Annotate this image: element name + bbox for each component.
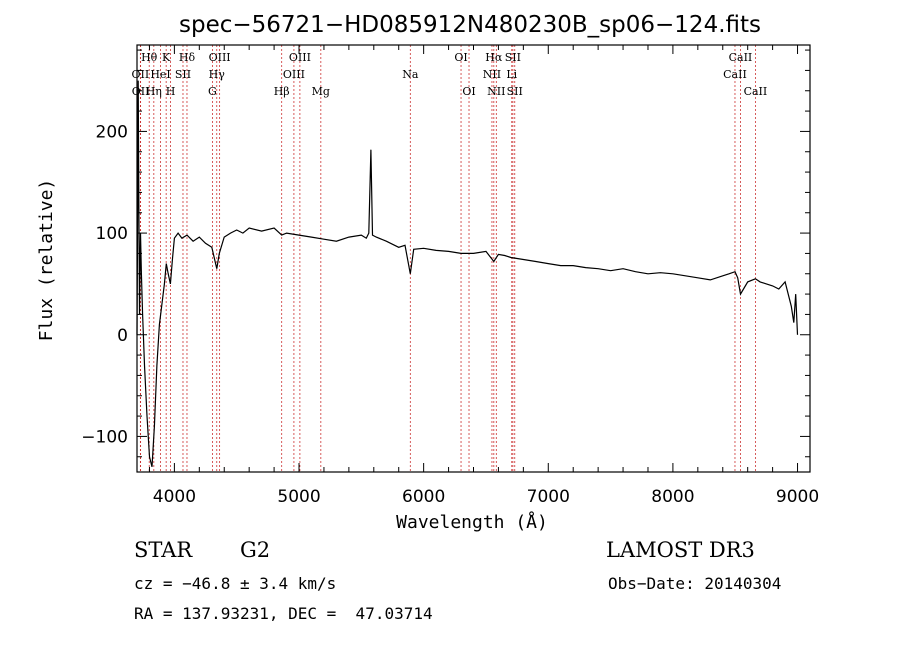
line-label: Hγ [209, 68, 226, 81]
line-label: Hα [485, 51, 503, 64]
line-label: CaII [723, 68, 747, 81]
object-subclass: G2 [240, 538, 271, 562]
y-tick-labels: −100 0 100 200 [81, 122, 128, 447]
x-tick-label: 7000 [527, 487, 570, 507]
emission-line-markers [139, 45, 756, 472]
y-tick-label: 0 [117, 326, 128, 346]
y-tick-label: 100 [96, 224, 128, 244]
plot-frame [136, 44, 811, 473]
line-label: OIII [283, 68, 305, 81]
x-tick-label: 5000 [277, 487, 320, 507]
line-label: OII [132, 85, 150, 98]
line-label: H [166, 85, 176, 98]
line-label: OII [132, 68, 150, 81]
line-label: Hβ [274, 85, 290, 98]
line-label: OI [462, 85, 475, 98]
line-label: SII [505, 51, 521, 64]
x-tick-labels: 4000 5000 6000 7000 8000 9000 [153, 487, 819, 507]
y-tick-label: −100 [81, 427, 128, 447]
line-label: Li [506, 68, 517, 81]
line-label: NII [483, 68, 501, 81]
coordinates: RA = 137.93231, DEC = 47.03714 [134, 604, 433, 623]
y-tick-label: 200 [96, 122, 128, 142]
line-label: SII [507, 85, 523, 98]
line-label: Hθ [141, 51, 158, 64]
line-label: G [208, 85, 217, 98]
axis-ticks [137, 45, 810, 472]
line-label: OI [454, 51, 467, 64]
x-tick-label: 8000 [651, 487, 694, 507]
line-label: NII [487, 85, 505, 98]
chart-title: spec−56721−HD085912N480230B_sp06−124.fit… [179, 12, 761, 38]
survey-name: LAMOST DR3 [606, 538, 755, 562]
line-label: CaII [744, 85, 768, 98]
line-label: Na [402, 68, 419, 81]
spectrum-line [136, 80, 799, 468]
line-label: Hδ [179, 51, 196, 64]
x-tick-label: 9000 [776, 487, 819, 507]
emission-line-labels: OII OII Hθ Hη HeI K H SII Hδ Hγ G OIII Hβ OIII OIII Mg N… [132, 51, 768, 98]
obs-date: Obs−Date: 20140304 [608, 574, 782, 593]
y-axis-label: Flux (relative) [36, 179, 57, 342]
x-tick-label: 4000 [153, 487, 196, 507]
line-label: OIII [209, 51, 231, 64]
line-label: SII [175, 68, 191, 81]
line-label: HeI [150, 68, 170, 81]
line-label: CaII [729, 51, 753, 64]
x-tick-label: 6000 [402, 487, 445, 507]
object-class: STAR [134, 538, 193, 562]
line-label: OIII [289, 51, 311, 64]
x-axis-label: Wavelength (Å) [396, 511, 548, 533]
line-label: K [162, 51, 171, 64]
line-label: Mg [312, 85, 330, 98]
line-label: Hη [146, 85, 162, 98]
redshift-text: cz = −46.8 ± 3.4 km/s [134, 574, 337, 593]
